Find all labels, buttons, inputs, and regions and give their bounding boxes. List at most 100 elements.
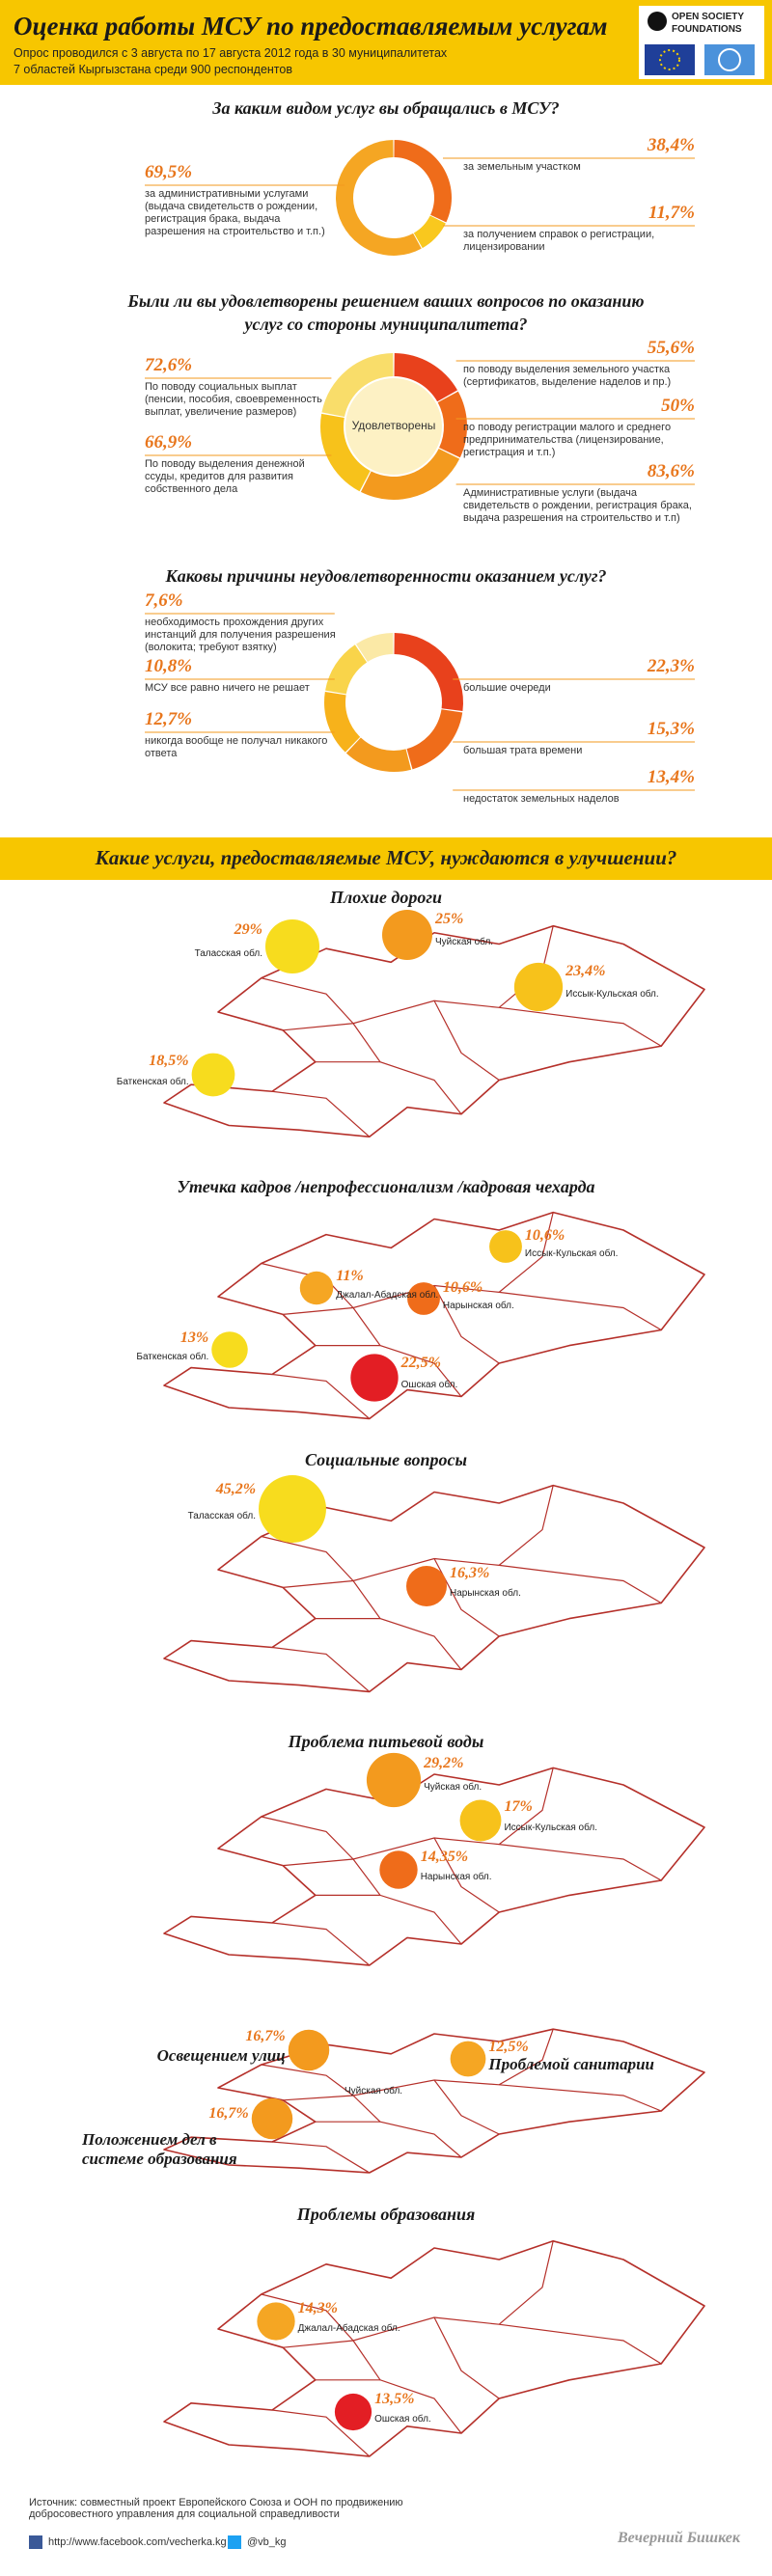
donut-segment: [360, 448, 460, 500]
region-border: [498, 1768, 554, 1846]
bubble-value: 23,4%: [565, 963, 606, 980]
bubble: [450, 2041, 486, 2077]
region-label: Чуйская обл.: [424, 1782, 482, 1793]
bubble: [259, 1475, 326, 1543]
region-border: [498, 2029, 554, 2086]
segment-label: за земельным участком: [463, 161, 581, 173]
region-border: [433, 1837, 500, 1913]
region-border: [271, 1646, 371, 1692]
region-border: [352, 1023, 462, 1115]
region-border: [498, 1212, 554, 1293]
region-label: Джалал-Абадская обл.: [336, 1290, 439, 1301]
region-border: [498, 2240, 554, 2325]
segment-label: за получением справок о регистрации, лиц…: [463, 229, 655, 253]
segment-label: по поводу выделения земельного участка (…: [463, 364, 672, 388]
page-title: Оценка работы МСУ по предоставляемым усл…: [14, 12, 608, 41]
source: Источник: совместный проект Европейского…: [29, 2497, 403, 2520]
eu-stars: [659, 49, 680, 70]
region-border: [261, 1816, 354, 1860]
segment-label: большие очереди: [463, 682, 551, 694]
segment-label: по поводу регистрации малого и среднего …: [463, 422, 672, 458]
segment-label: недостаток земельных наделов: [463, 793, 620, 805]
section-band: [0, 837, 772, 880]
bubble-value: 12,5%: [488, 2038, 529, 2055]
value-label: 66,9%: [145, 432, 193, 452]
value-label: 15,3%: [647, 719, 695, 739]
bubble-value: 25%: [435, 911, 464, 927]
region-border: [498, 1485, 554, 1566]
region-border: [261, 977, 354, 1025]
region-border: [261, 2064, 354, 2096]
region-border: [271, 1373, 371, 1419]
region-border: [283, 2316, 662, 2365]
region-border: [271, 1922, 371, 1966]
region-border: [352, 2095, 462, 2158]
bubble-value: 45,2%: [215, 1480, 257, 1497]
segment-label: По поводу социальных выплат (пенсии, пос…: [145, 381, 322, 418]
donut-segment: [325, 644, 368, 695]
map-outline: [163, 2240, 705, 2457]
bubble-value: 10,6%: [524, 1226, 565, 1244]
bubble: [459, 1799, 502, 1842]
region-border: [433, 1000, 500, 1081]
region-label: Баткенская обл.: [136, 1352, 209, 1362]
bubble-value: 14,35%: [420, 1849, 469, 1866]
region-label: Таласская обл.: [194, 948, 262, 959]
center-label: Удовлетворены: [351, 419, 436, 432]
question: За каким видом услуг вы обращались в МСУ…: [212, 98, 560, 118]
value-label: 11,7%: [648, 203, 695, 223]
value-label: 69,5%: [145, 162, 193, 182]
facebook-link[interactable]: http://www.facebook.com/vecherka.kg: [48, 2536, 227, 2548]
value-label: 7,6%: [145, 590, 183, 611]
donut-segment: [324, 692, 361, 753]
region-label: Нарынская обл.: [449, 1588, 521, 1599]
logo-text: FOUNDATIONS: [672, 24, 742, 35]
value-label: 12,7%: [145, 709, 193, 729]
bubble-value: 16,7%: [245, 2028, 286, 2045]
value-label: 22,3%: [647, 656, 695, 676]
donut-segment: [336, 140, 422, 256]
bubble-value: 13%: [179, 1329, 209, 1346]
bubble: [379, 1850, 418, 1889]
region-border: [352, 1580, 462, 1670]
donut-segment: [320, 413, 371, 492]
donut-segment: [406, 709, 463, 770]
un-emblem: [718, 48, 741, 71]
region-border: [283, 1284, 662, 1331]
service-label: Положением дел в системе образования: [82, 2130, 237, 2168]
value-label: 83,6%: [647, 461, 695, 481]
bubble: [366, 1752, 422, 1808]
eu-flag: [645, 44, 695, 75]
bubble-value: 29%: [234, 920, 262, 938]
map-outline: [163, 1767, 705, 1966]
value-label: 38,4%: [647, 135, 695, 155]
donut-segment: [437, 391, 467, 458]
donut-segment: [394, 633, 463, 712]
bubble: [251, 2097, 293, 2140]
bubble: [191, 1053, 235, 1097]
bubble-value: 16,7%: [208, 2105, 249, 2122]
donut-segment: [345, 737, 412, 772]
value-label: 10,8%: [145, 656, 193, 676]
segment-label: большая трата времени: [463, 745, 583, 756]
twitter-link[interactable]: @vb_kg: [247, 2536, 287, 2548]
value-label: 50%: [661, 396, 695, 416]
value-label: 55,6%: [647, 338, 695, 358]
twitter-icon: [228, 2535, 241, 2549]
facebook-icon: [29, 2535, 42, 2549]
bubble: [489, 1230, 522, 1263]
brand: Вечерний Бишкек: [618, 2530, 740, 2546]
section-heading: Какие услуги, предоставляемые МСУ, нужда…: [95, 846, 677, 869]
region-label: Ошская обл.: [400, 1380, 458, 1390]
region-border: [283, 2079, 662, 2112]
region-label: Джалал-Абадская обл.: [297, 2323, 400, 2334]
bubble: [334, 2393, 372, 2431]
region-border: [433, 2316, 500, 2399]
bubble: [211, 1331, 248, 1368]
logo-icon: [648, 12, 667, 31]
service-label: Освещением улиц: [156, 2046, 286, 2065]
region-border: [261, 1535, 354, 1581]
region-border: [271, 1090, 371, 1137]
